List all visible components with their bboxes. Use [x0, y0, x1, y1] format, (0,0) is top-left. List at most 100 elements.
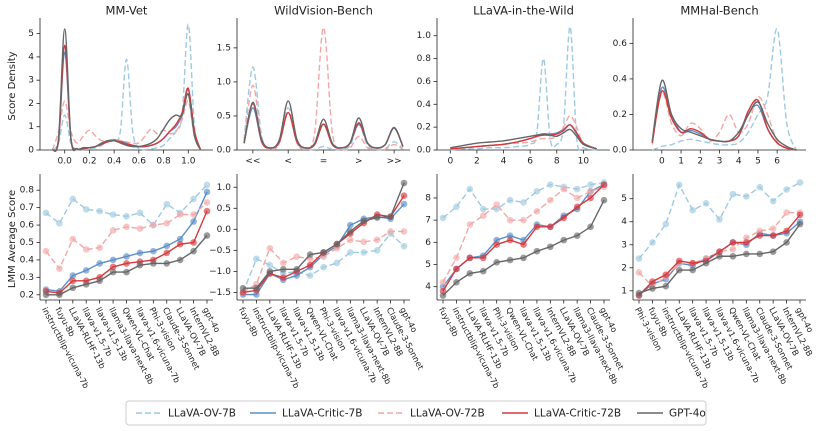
point — [190, 239, 197, 246]
point — [56, 291, 63, 299]
legend-label: GPT-4o — [669, 408, 706, 420]
point — [136, 261, 144, 269]
point — [689, 259, 696, 267]
point — [123, 213, 130, 220]
point — [520, 199, 527, 206]
point — [689, 266, 696, 274]
point — [649, 285, 656, 292]
point — [190, 247, 197, 255]
point — [649, 278, 656, 285]
point — [306, 261, 314, 269]
point — [176, 235, 184, 243]
point — [163, 242, 171, 250]
point — [743, 234, 750, 242]
point — [360, 249, 368, 256]
point — [533, 188, 541, 195]
x-tick-label: = — [320, 157, 328, 167]
point — [203, 188, 211, 196]
series-line — [450, 124, 597, 150]
y-tick-label: 0.8 — [20, 186, 35, 196]
point — [439, 292, 447, 299]
x-tick-label: 0.8 — [156, 157, 171, 167]
point — [466, 221, 474, 228]
point — [150, 260, 157, 267]
y-tick-label: 4 — [28, 52, 34, 62]
point — [347, 249, 354, 256]
point — [729, 190, 737, 198]
point — [560, 185, 568, 193]
point — [373, 236, 381, 244]
point — [266, 261, 274, 269]
point — [253, 255, 260, 263]
y-tick-label: −1.5 — [209, 288, 231, 298]
series-line — [651, 92, 797, 151]
point — [109, 226, 117, 234]
point — [69, 195, 77, 203]
y-axis-label: LMM Average Score — [7, 190, 18, 288]
point — [42, 291, 50, 299]
series-line — [442, 199, 605, 297]
point — [373, 247, 381, 254]
y-tick-label: 0.3 — [20, 273, 34, 283]
point — [560, 214, 568, 222]
point — [109, 211, 117, 218]
series-line — [51, 100, 202, 151]
series-line — [51, 28, 202, 152]
point — [387, 213, 394, 221]
y-tick-label: 0.0 — [613, 146, 628, 156]
point — [320, 263, 327, 271]
series-line — [450, 115, 597, 150]
x-tick-label: 4 — [501, 157, 507, 167]
x-tick-label: 4 — [736, 157, 742, 167]
x-tick-label: >> — [387, 157, 402, 167]
point — [439, 278, 447, 286]
point — [506, 236, 514, 244]
point — [69, 235, 77, 243]
y-tick-label: 1.0 — [417, 31, 432, 41]
point — [306, 251, 314, 258]
y-tick-label: 3 — [621, 240, 627, 250]
chart-title: WildVision-Bench — [274, 4, 373, 18]
point — [533, 223, 541, 231]
point — [190, 211, 197, 218]
point — [743, 239, 750, 246]
point — [123, 268, 130, 276]
point — [520, 254, 527, 262]
point — [163, 260, 171, 267]
point — [479, 267, 487, 275]
point — [347, 236, 354, 244]
point — [769, 248, 777, 255]
x-tick-label: 6 — [774, 157, 780, 167]
series-line — [242, 232, 405, 293]
y-tick-label: 0.5 — [20, 238, 34, 248]
point — [600, 181, 608, 188]
point — [203, 181, 211, 189]
series-line — [450, 25, 597, 151]
point — [306, 272, 314, 279]
point — [716, 216, 723, 223]
point — [716, 248, 723, 255]
point — [279, 274, 287, 282]
point — [109, 263, 117, 271]
point — [96, 277, 103, 285]
point — [136, 225, 144, 232]
point — [82, 206, 90, 213]
y-tick-label: 4 — [621, 217, 627, 227]
point — [453, 265, 460, 273]
point — [82, 281, 90, 288]
y-tick-label: 0.2 — [613, 110, 627, 120]
x-tick-label: 2 — [474, 157, 480, 167]
point — [587, 188, 594, 195]
point — [729, 239, 737, 246]
legend-label: LLaVA-Critic-7B — [282, 408, 362, 420]
point — [82, 267, 90, 274]
point — [547, 223, 554, 231]
y-tick-label: 0.0 — [217, 146, 232, 156]
series-line — [51, 23, 202, 152]
point — [662, 271, 670, 278]
point — [573, 194, 581, 202]
y-tick-label: 1 — [621, 286, 627, 296]
point — [533, 247, 541, 255]
x-tick-label: > — [355, 157, 363, 167]
